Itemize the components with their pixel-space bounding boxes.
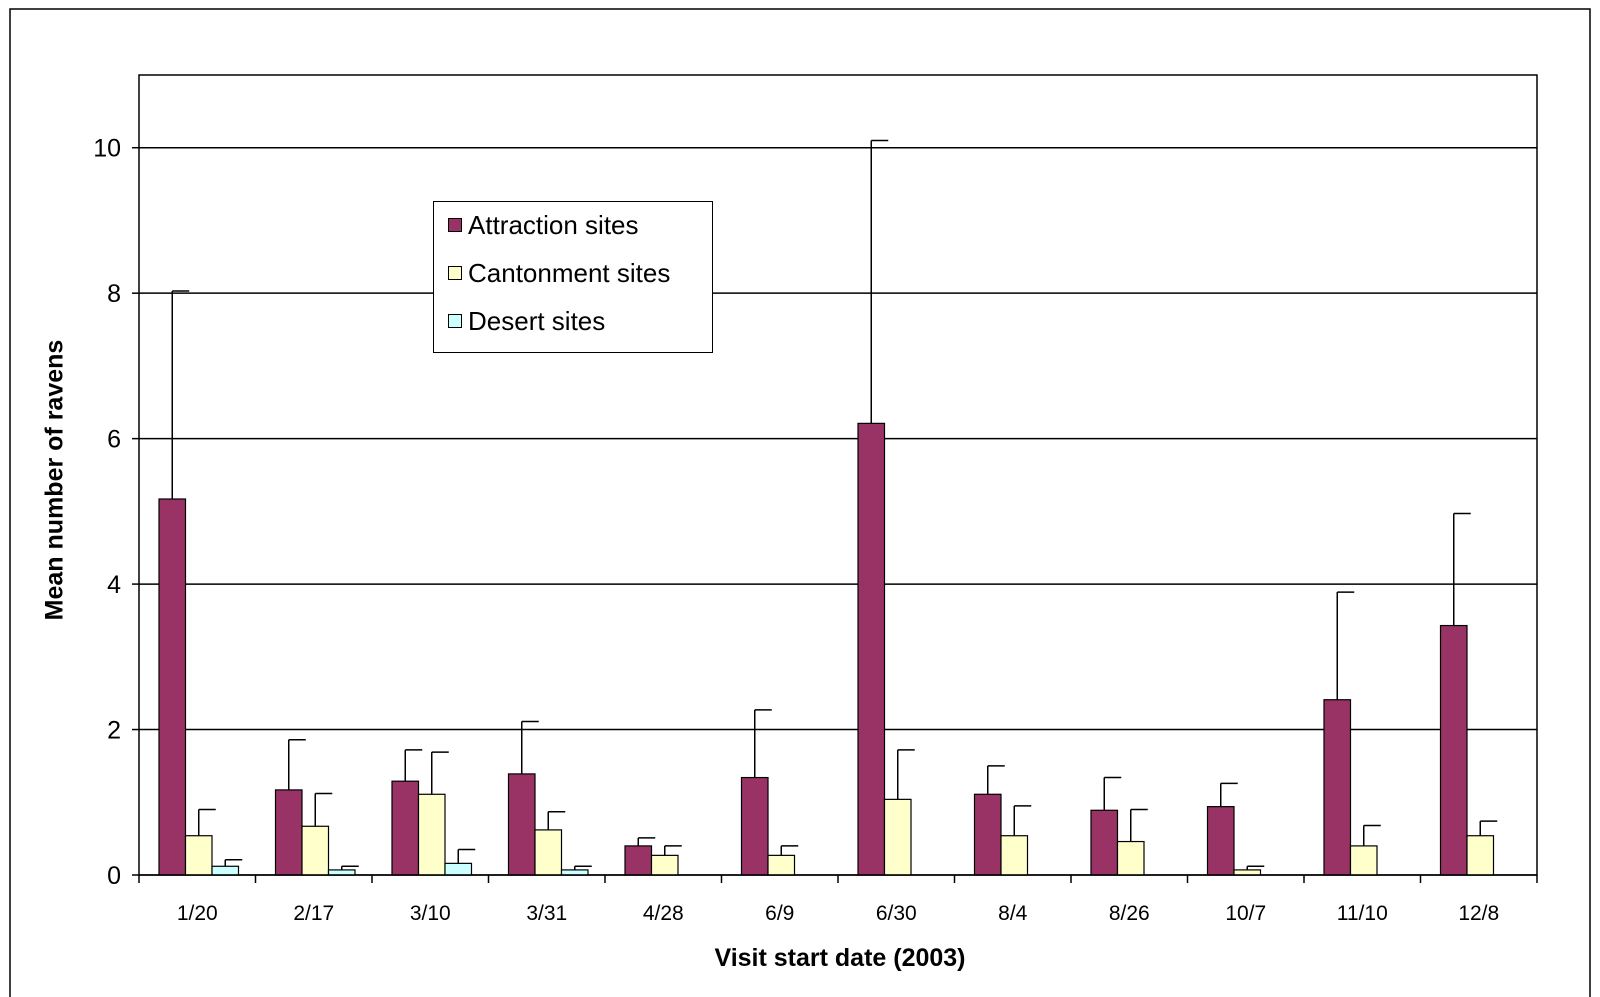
x-tick-label-11-10: 11/10 xyxy=(1337,902,1388,925)
bar-cantonment-3-10 xyxy=(417,793,446,876)
error-bars xyxy=(171,139,1498,870)
x-tick-labels: 1/20 2/17 3/10 3/31 4/28 6/9 6/30 8/4 8/26 10/7 11… xyxy=(177,902,1499,925)
legend-label-cantonment: Cantonment sites xyxy=(468,257,671,288)
bar-cantonment-6-9 xyxy=(767,854,796,876)
bar-cantonment-3-31 xyxy=(534,829,563,876)
legend-label-attraction: Attraction sites xyxy=(468,209,639,240)
gridlines xyxy=(139,146,1537,731)
bar-attraction-12-8 xyxy=(1439,624,1468,876)
legend-swatch-cantonment xyxy=(448,266,462,280)
bar-desert-3-31 xyxy=(560,869,589,876)
axes xyxy=(132,146,1538,883)
bar-cantonment-2-17 xyxy=(301,825,330,876)
bar-cantonment-10-7 xyxy=(1233,869,1262,876)
bar-desert-1-20 xyxy=(211,865,240,876)
legend-label-desert: Desert sites xyxy=(468,305,606,336)
bar-attraction-6-30 xyxy=(857,422,886,876)
x-tick-label-8-26: 8/26 xyxy=(1109,902,1150,925)
legend-swatch-attraction xyxy=(448,218,462,232)
legend-item-desert: Desert sites xyxy=(448,306,605,336)
bar-cantonment-12-8 xyxy=(1466,835,1495,876)
x-tick-label-6-30: 6/30 xyxy=(876,902,917,925)
x-tick-label-8-4: 8/4 xyxy=(998,902,1028,925)
legend-item-attraction: Attraction sites xyxy=(448,210,639,240)
x-tick-label-1-20: 1/20 xyxy=(177,902,218,925)
bar-attraction-2-17 xyxy=(274,789,303,876)
x-axis-title: Visit start date (2003) xyxy=(714,944,966,972)
bar-attraction-4-28 xyxy=(624,845,653,876)
bar-desert-3-10 xyxy=(444,862,473,876)
y-tick-label-0: 0 xyxy=(107,862,121,890)
legend-item-cantonment: Cantonment sites xyxy=(448,258,670,288)
y-tick-label-6: 6 xyxy=(107,426,121,454)
x-tick-label-4-28: 4/28 xyxy=(643,902,684,925)
y-tick-label-8: 8 xyxy=(107,280,121,308)
bar-cantonment-6-30 xyxy=(883,798,912,876)
x-tick-label-3-10: 3/10 xyxy=(410,902,451,925)
bar-cantonment-4-28 xyxy=(650,854,679,876)
bar-desert-2-17 xyxy=(327,869,356,876)
bar-attraction-3-31 xyxy=(507,773,536,876)
x-tick-label-10-7: 10/7 xyxy=(1225,902,1266,925)
y-tick-label-10: 10 xyxy=(93,135,121,163)
legend: Attraction sites Cantonment sites Desert… xyxy=(433,201,713,353)
bar-attraction-3-10 xyxy=(391,780,420,876)
x-tick-label-6-9: 6/9 xyxy=(765,902,794,925)
bar-cantonment-8-4 xyxy=(1000,835,1029,876)
y-axis-title: Mean number of ravens xyxy=(40,339,69,621)
bar-attraction-8-4 xyxy=(973,793,1002,876)
y-tick-label-4: 4 xyxy=(107,571,121,599)
y-tick-labels: 0 2 4 6 8 10 xyxy=(93,135,121,890)
bar-cantonment-8-26 xyxy=(1116,840,1145,876)
bar-attraction-10-7 xyxy=(1206,806,1235,876)
bar-cantonment-11-10 xyxy=(1349,845,1378,876)
bar-cantonment-1-20 xyxy=(184,835,213,876)
x-tick-label-2-17: 2/17 xyxy=(293,902,334,925)
bar-attraction-1-20 xyxy=(158,498,187,876)
bar-attraction-11-10 xyxy=(1323,699,1352,876)
x-tick-label-12-8: 12/8 xyxy=(1458,902,1499,925)
legend-swatch-desert xyxy=(448,314,462,328)
bar-attraction-6-9 xyxy=(740,776,769,876)
bar-attraction-8-26 xyxy=(1090,809,1119,876)
x-tick-label-3-31: 3/31 xyxy=(526,902,567,925)
y-tick-label-2: 2 xyxy=(107,717,121,745)
